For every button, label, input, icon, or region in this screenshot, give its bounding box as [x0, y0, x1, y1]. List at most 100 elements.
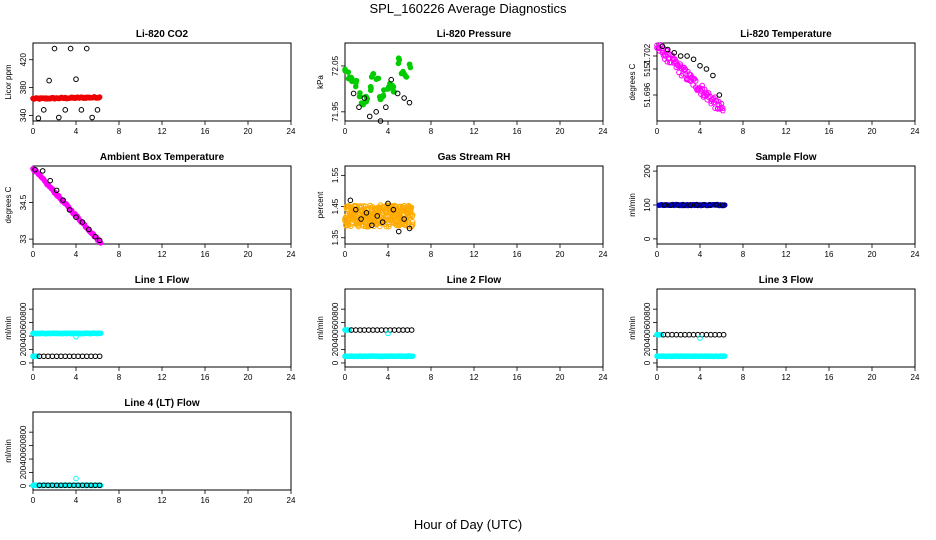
data-point — [377, 118, 384, 124]
data-point — [718, 104, 725, 110]
x-tick-label: 4 — [698, 127, 703, 136]
x-tick-label: 24 — [599, 250, 608, 259]
x-tick-label: 16 — [201, 250, 210, 259]
y-tick-label: 33 — [19, 234, 28, 243]
data-point — [406, 61, 413, 68]
y-axis-label: degrees C — [628, 63, 637, 100]
data-point — [374, 213, 381, 219]
data-point — [96, 353, 103, 360]
data-point — [409, 219, 416, 225]
data-point — [53, 187, 60, 194]
data-point — [73, 214, 79, 220]
x-axis-title: Hour of Day (UTC) — [413, 517, 523, 532]
x-tick-label: 8 — [429, 127, 434, 136]
y-tick-label: 380 — [19, 80, 28, 94]
x-tick-label: 8 — [741, 373, 746, 382]
y-axis-label: kPa — [316, 75, 325, 89]
data-point — [56, 114, 62, 121]
data-point — [89, 114, 95, 121]
y-tick-label: 600 — [19, 315, 28, 329]
y-tick-label: 1.45 — [331, 198, 340, 214]
data-point — [401, 95, 407, 101]
x-tick-label: 12 — [158, 496, 167, 505]
data-point — [395, 55, 402, 62]
x-tick-label: 0 — [31, 127, 36, 136]
x-tick-label: 20 — [868, 250, 877, 259]
panel-3: Li-820 Temperature 0 4 8 12 16 20 24 51.696 51.75… — [628, 29, 920, 136]
x-tick-label: 12 — [782, 127, 791, 136]
x-tick-label: 16 — [825, 250, 834, 259]
data-point — [369, 222, 375, 229]
y-tick-label: 72.05 — [331, 55, 340, 76]
data-point — [39, 168, 46, 174]
data-point — [699, 86, 705, 92]
panel-title: Line 4 (LT) Flow — [124, 398, 200, 409]
page-title: SPL_160226 Average Diagnostics — [369, 1, 567, 16]
y-tick-label: 34.5 — [19, 194, 28, 210]
data-point — [664, 46, 671, 53]
y-tick-label: 100 — [643, 198, 652, 212]
data-point — [409, 212, 416, 218]
panel-title: Li-820 Temperature — [740, 29, 832, 40]
x-tick-label: 4 — [386, 373, 391, 382]
x-tick-label: 0 — [343, 250, 348, 259]
data-point — [720, 331, 727, 338]
data-point — [661, 52, 668, 58]
data-point — [73, 333, 79, 340]
data-point — [409, 221, 416, 228]
x-tick-label: 4 — [74, 250, 79, 259]
panel-title: Line 1 Flow — [135, 275, 190, 286]
data-point — [394, 90, 401, 97]
x-tick-label: 12 — [470, 127, 479, 136]
data-point — [395, 216, 402, 222]
data-point — [716, 92, 723, 98]
x-tick-label: 12 — [158, 127, 167, 136]
x-tick-label: 20 — [556, 373, 565, 382]
data-point — [390, 206, 397, 213]
data-point — [664, 58, 671, 65]
x-tick-label: 4 — [698, 250, 703, 259]
x-tick-label: 0 — [343, 127, 348, 136]
data-point — [361, 95, 368, 101]
x-tick-label: 0 — [655, 250, 660, 259]
data-point — [94, 107, 101, 113]
data-point — [96, 482, 103, 489]
data-point — [674, 202, 681, 208]
panel-title: Ambient Box Temperature — [100, 152, 225, 163]
panel-1: Li-820 CO2 0 4 8 12 16 20 24 340 380 420 Licor ppm — [4, 29, 296, 136]
x-tick-label: 20 — [244, 250, 253, 259]
y-tick-label: 400 — [331, 329, 340, 343]
x-tick-label: 4 — [74, 127, 79, 136]
x-tick-label: 16 — [201, 373, 210, 382]
data-point — [719, 105, 726, 112]
x-tick-label: 12 — [782, 250, 791, 259]
data-point — [78, 107, 85, 113]
y-tick-label: 0 — [643, 360, 652, 365]
data-point — [352, 206, 359, 213]
data-point — [366, 113, 373, 120]
data-point — [73, 475, 79, 482]
x-tick-label: 0 — [31, 250, 36, 259]
data-point — [96, 237, 103, 244]
y-tick-label: 51.696 — [643, 82, 652, 107]
data-point — [379, 219, 386, 225]
x-tick-label: 12 — [470, 373, 479, 382]
x-tick-label: 20 — [868, 127, 877, 136]
x-tick-label: 8 — [117, 250, 122, 259]
y-tick-label: 200 — [19, 465, 28, 479]
data-point — [659, 43, 666, 50]
data-point — [689, 75, 695, 81]
y-tick-label: 400 — [643, 329, 652, 343]
data-point — [706, 202, 713, 208]
plot-frame — [344, 42, 604, 122]
data-point — [684, 53, 690, 59]
x-tick-label: 16 — [513, 373, 522, 382]
data-point — [395, 228, 402, 235]
x-tick-label: 24 — [599, 127, 608, 136]
data-point — [403, 73, 409, 80]
data-point — [46, 77, 52, 84]
data-point — [697, 62, 703, 69]
data-point — [390, 84, 397, 90]
data-point — [370, 71, 377, 77]
